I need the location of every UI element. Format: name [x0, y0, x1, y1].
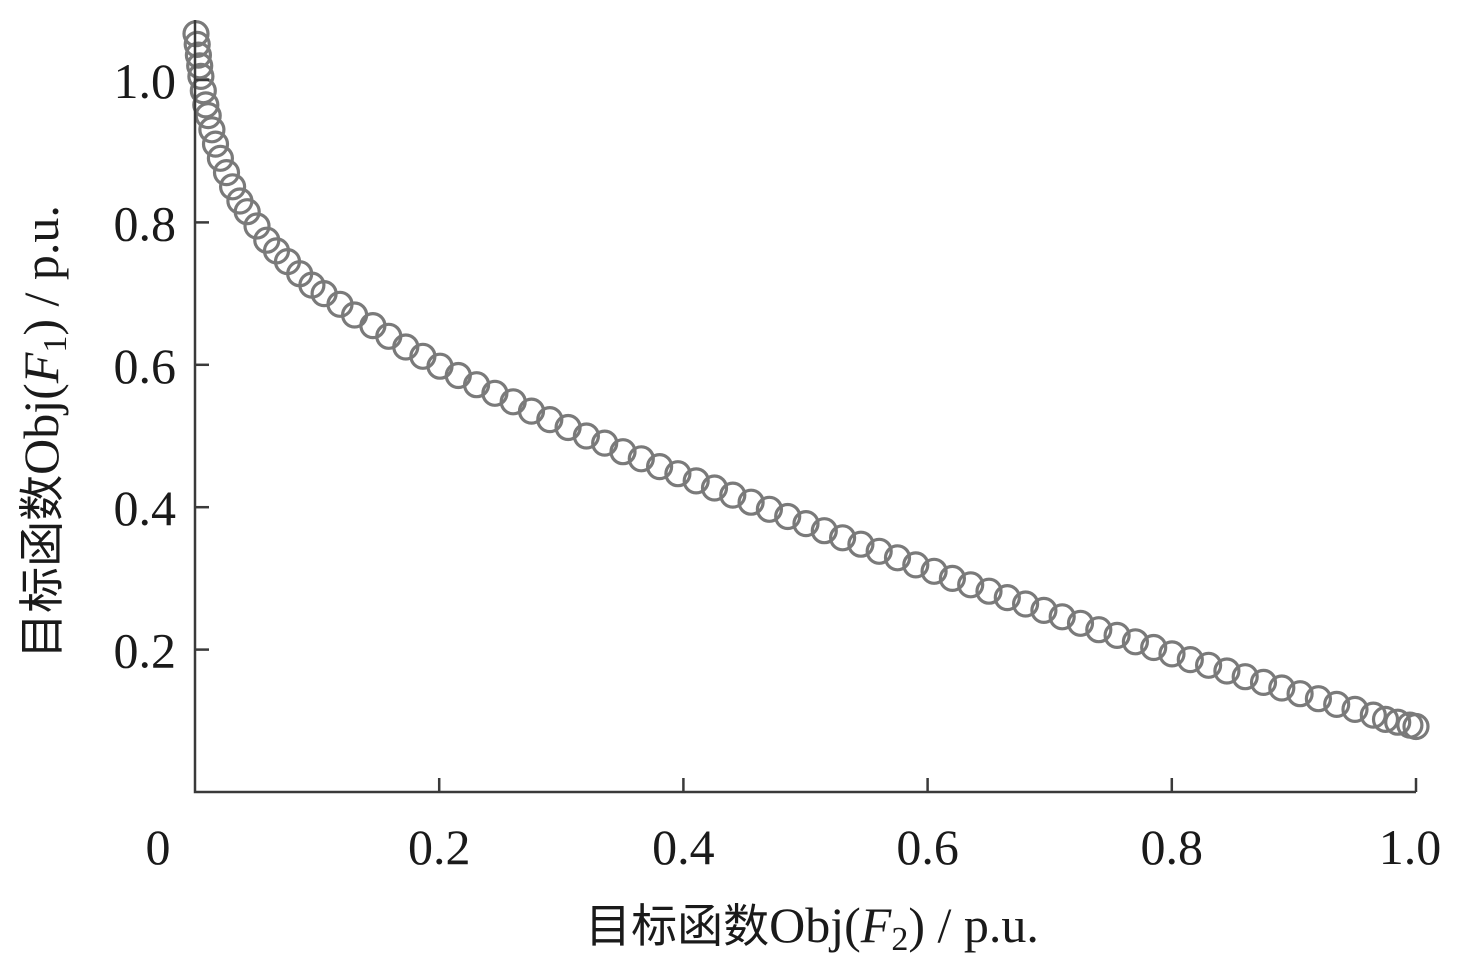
data-point [609, 438, 637, 466]
data-point [1194, 651, 1223, 679]
data-point [1341, 695, 1369, 724]
x-axis-title-sub: 2 [891, 921, 908, 958]
axes [193, 20, 1416, 794]
x-axis-title-obj: Obj( [769, 897, 861, 953]
data-point [645, 453, 674, 481]
data-point [243, 212, 271, 240]
y-axis-title-sub: 1 [37, 336, 74, 353]
x-axis-title: 目标函数Obj(F2) / p.u. [585, 897, 1039, 958]
y-tick-label: 0.8 [114, 195, 177, 251]
x-tick-label: 1.0 [1379, 819, 1442, 875]
data-point [1121, 628, 1150, 656]
data-point [198, 116, 226, 144]
data-point [219, 173, 247, 201]
data-points [182, 20, 1430, 741]
data-point [187, 62, 215, 91]
data-point [1085, 616, 1113, 644]
data-point [1371, 705, 1400, 734]
data-point [1249, 668, 1278, 697]
y-axis-title: 目标函数Obj(F1) / p.u. [13, 205, 74, 659]
axis-lines [193, 20, 1416, 794]
data-point [1402, 712, 1430, 741]
x-tick-label: 0.8 [1141, 819, 1204, 875]
x-tick-label: 0.2 [408, 819, 471, 875]
data-point [1304, 685, 1333, 713]
x-axis-title-prefix: 目标函数 [585, 899, 769, 953]
data-point [1140, 633, 1168, 662]
data-point [1048, 603, 1076, 631]
data-point [233, 198, 261, 226]
y-tick-label: 0.2 [114, 623, 177, 679]
data-point [792, 509, 820, 538]
data-point [1103, 621, 1131, 650]
data-point [1359, 701, 1387, 729]
data-point [719, 481, 747, 509]
data-point [938, 564, 967, 593]
x-tick-label: 0 [146, 819, 171, 875]
data-point [993, 583, 1021, 612]
data-point [883, 544, 912, 572]
x-tick-label: 0.4 [652, 819, 715, 875]
y-axis-title-prefix: 目标函数 [15, 475, 69, 659]
data-point [572, 422, 601, 450]
data-point [1066, 609, 1095, 637]
data-point [975, 577, 1003, 605]
y-axis-title-var: F [13, 352, 69, 384]
data-point [212, 159, 241, 187]
data-point [1231, 663, 1259, 691]
y-axis-title-obj: Obj( [13, 383, 69, 475]
data-point [1323, 690, 1351, 719]
data-point [847, 530, 875, 558]
y-axis-title-suffix: ) / p.u. [13, 205, 69, 336]
x-axis-title-suffix: ) / p.u. [908, 897, 1039, 953]
data-point [774, 502, 802, 531]
data-point [1213, 657, 1241, 685]
ticks: 0 0.2 0.4 0.6 0.8 1.0 0.2 0.4 0.6 0.8 1.0 [114, 53, 1442, 875]
data-point [902, 551, 930, 579]
data-point [206, 144, 234, 172]
data-point [1286, 680, 1314, 708]
data-point [1011, 590, 1040, 618]
data-point [1384, 708, 1412, 736]
data-point [201, 130, 230, 158]
data-point [865, 537, 893, 565]
data-point [810, 517, 838, 545]
y-tick-label: 0.4 [114, 480, 177, 536]
data-point [189, 77, 217, 105]
data-point [682, 467, 710, 495]
x-axis-title-var: F [860, 897, 892, 953]
data-point [1158, 640, 1186, 668]
data-point [737, 488, 765, 516]
data-point [1176, 645, 1204, 674]
data-point [1030, 596, 1058, 625]
data-point [627, 445, 655, 473]
data-point [828, 524, 857, 552]
data-point [957, 571, 985, 599]
data-point [755, 495, 784, 523]
x-tick-label: 0.6 [896, 819, 959, 875]
data-point [920, 557, 948, 585]
y-tick-label: 0.6 [114, 338, 177, 394]
y-tick-label: 1.0 [114, 53, 177, 109]
data-point [664, 460, 692, 488]
data-point [1268, 674, 1296, 702]
data-point [183, 30, 211, 59]
data-point [536, 406, 564, 434]
data-point [184, 41, 212, 69]
data-point [700, 474, 729, 502]
